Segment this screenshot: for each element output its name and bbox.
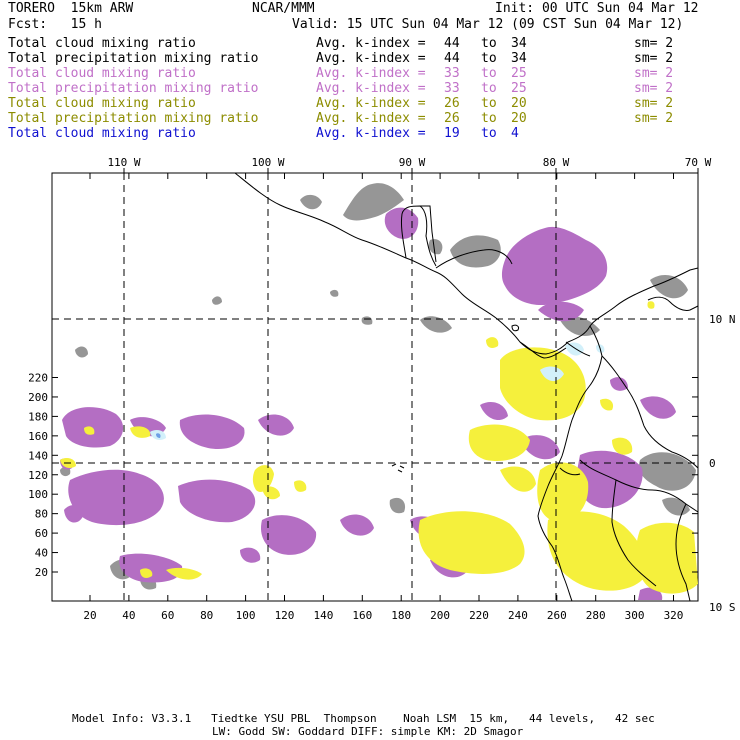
legend-from: 26 — [444, 111, 460, 126]
legend-field: Total cloud mixing ratio — [8, 36, 196, 51]
legend-avg: Avg. k-index = — [316, 81, 426, 96]
legend-to: 25 — [511, 66, 527, 81]
axis-labels: 20 40 60 80 100 120 140 160 180 200 220 20 40 60 80 100… — [28, 156, 735, 622]
x-tick-label: 280 — [586, 609, 606, 622]
legend-sm: sm= 2 — [634, 36, 674, 51]
axis-ticks — [52, 168, 699, 601]
x-tick-label: 240 — [508, 609, 528, 622]
legend-field: Total cloud mixing ratio — [8, 96, 196, 111]
y-tick-label: 200 — [28, 391, 48, 404]
model-title: TORERO 15km ARW — [8, 1, 134, 16]
x-tick-label: 220 — [469, 609, 489, 622]
legend-from: 33 — [444, 81, 460, 96]
legend-avg: Avg. k-index = — [316, 51, 426, 66]
legend-to-word: to — [481, 81, 497, 96]
longitude-label: 80 W — [543, 156, 570, 169]
legend-row: Total cloud mixing ratio Avg. k-index = 26… — [8, 97, 732, 111]
legend-row: Total precipitation mixing ratio Avg. k-i… — [8, 52, 732, 66]
legend-from: 44 — [444, 51, 460, 66]
x-tick-label: 60 — [161, 609, 174, 622]
field-cyan — [150, 342, 605, 440]
y-tick-label: 80 — [35, 508, 48, 521]
x-tick-label: 260 — [547, 609, 567, 622]
legend-from: 44 — [444, 36, 460, 51]
legend-row: Total precipitation mixing ratio Avg. k-i… — [8, 82, 732, 96]
legend-avg: Avg. k-index = — [316, 126, 426, 141]
coastlines — [234, 172, 699, 602]
x-tick-label: 180 — [391, 609, 411, 622]
legend-sm: sm= 2 — [634, 51, 674, 66]
legend-to-word: to — [481, 96, 497, 111]
legend-sm: sm= 2 — [634, 111, 674, 126]
legend-to: 34 — [511, 51, 527, 66]
legend-field: Total cloud mixing ratio — [8, 66, 196, 81]
y-tick-label: 40 — [35, 547, 48, 560]
forecast-hour: Fcst: 15 h — [8, 17, 102, 32]
x-tick-label: 300 — [625, 609, 645, 622]
y-tick-label: 60 — [35, 527, 48, 540]
y-tick-label: 20 — [35, 566, 48, 579]
legend-to-word: to — [481, 51, 497, 66]
legend-to: 34 — [511, 36, 527, 51]
legend-row: Total precipitation mixing ratio Avg. k-i… — [8, 112, 732, 126]
longitude-label: 100 W — [251, 156, 284, 169]
x-tick-label: 100 — [236, 609, 256, 622]
valid-time: Valid: 15 UTC Sun 04 Mar 12 (09 CST Sun … — [292, 17, 684, 32]
longitude-label: 110 W — [107, 156, 140, 169]
legend-from: 33 — [444, 66, 460, 81]
x-tick-label: 40 — [122, 609, 135, 622]
legend-row: Total cloud mixing ratio Avg. k-index = 33… — [8, 67, 732, 81]
x-tick-label: 140 — [313, 609, 333, 622]
y-tick-label: 120 — [28, 469, 48, 482]
legend-row: Total cloud mixing ratio Avg. k-index = 44… — [8, 37, 732, 51]
latitude-label: 10 S — [709, 601, 736, 614]
legend-field: Total precipitation mixing ratio — [8, 81, 259, 96]
x-tick-label: 20 — [83, 609, 96, 622]
y-tick-label: 140 — [28, 449, 48, 462]
legend-to-word: to — [481, 111, 497, 126]
x-tick-label: 200 — [430, 609, 450, 622]
legend-field: Total cloud mixing ratio — [8, 126, 196, 141]
physics-info: LW: Godd SW: Goddard DIFF: simple KM: 2D… — [212, 725, 524, 738]
legend-from: 26 — [444, 96, 460, 111]
x-tick-label: 320 — [664, 609, 684, 622]
longitude-label: 70 W — [685, 156, 712, 169]
legend-sm: sm= 2 — [634, 81, 674, 96]
legend-field: Total precipitation mixing ratio — [8, 51, 259, 66]
x-tick-label: 80 — [200, 609, 213, 622]
field-purple — [60, 207, 676, 600]
legend-field: Total precipitation mixing ratio — [8, 111, 259, 126]
legend-to: 20 — [511, 111, 527, 126]
legend-row: Total cloud mixing ratio Avg. k-index = 19… — [8, 127, 732, 141]
latitude-label: 10 N — [709, 313, 736, 326]
init-time: Init: 00 UTC Sun 04 Mar 12 — [495, 1, 699, 16]
legend-avg: Avg. k-index = — [316, 36, 426, 51]
legend-to: 20 — [511, 96, 527, 111]
legend-to: 4 — [511, 126, 519, 141]
y-tick-label: 180 — [28, 410, 48, 423]
legend-to-word: to — [481, 36, 497, 51]
y-tick-label: 220 — [28, 372, 48, 385]
latitude-label: 0 — [709, 457, 716, 470]
legend-to-word: to — [481, 126, 497, 141]
y-tick-label: 160 — [28, 430, 48, 443]
legend-sm: sm= 2 — [634, 66, 674, 81]
org-label: NCAR/MMM — [252, 1, 315, 16]
y-tick-label: 100 — [28, 488, 48, 501]
legend-avg: Avg. k-index = — [316, 96, 426, 111]
legend-from: 19 — [444, 126, 460, 141]
x-tick-label: 120 — [275, 609, 295, 622]
model-info: Model Info: V3.3.1 Tiedtke YSU PBL Thomp… — [72, 712, 655, 725]
longitude-label: 90 W — [399, 156, 426, 169]
legend-sm: sm= 2 — [634, 96, 674, 111]
legend-avg: Avg. k-index = — [316, 66, 426, 81]
legend-to-word: to — [481, 66, 497, 81]
legend-to: 25 — [511, 81, 527, 96]
x-tick-label: 160 — [352, 609, 372, 622]
legend-avg: Avg. k-index = — [316, 111, 426, 126]
